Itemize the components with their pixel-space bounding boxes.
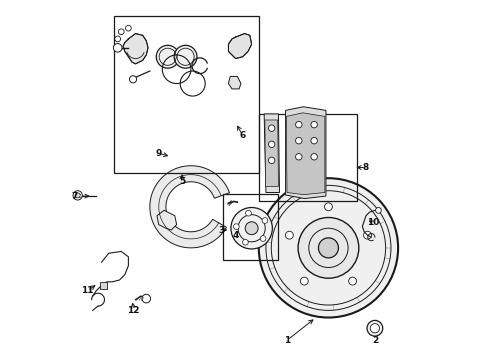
Circle shape — [262, 218, 267, 224]
Text: 6: 6 — [239, 131, 245, 140]
Circle shape — [310, 121, 317, 128]
Circle shape — [245, 210, 251, 216]
Circle shape — [258, 178, 397, 318]
Circle shape — [113, 44, 122, 52]
Circle shape — [129, 76, 136, 83]
Circle shape — [268, 157, 274, 163]
Circle shape — [174, 45, 197, 68]
Circle shape — [295, 154, 302, 160]
Circle shape — [298, 217, 358, 278]
Circle shape — [142, 294, 150, 303]
Circle shape — [244, 222, 258, 235]
Text: 7: 7 — [71, 192, 78, 201]
Circle shape — [363, 231, 371, 239]
Circle shape — [295, 138, 302, 144]
Text: 3: 3 — [218, 225, 224, 234]
Circle shape — [324, 203, 332, 211]
Text: 8: 8 — [362, 163, 368, 172]
Circle shape — [366, 320, 382, 336]
Polygon shape — [228, 76, 241, 89]
Text: 4: 4 — [232, 231, 238, 240]
Circle shape — [260, 236, 265, 241]
Polygon shape — [285, 113, 324, 195]
Circle shape — [242, 239, 248, 245]
Text: 1: 1 — [284, 336, 290, 345]
Text: 12: 12 — [127, 306, 140, 315]
Text: 9: 9 — [155, 149, 162, 158]
Bar — [258, 114, 356, 202]
Circle shape — [268, 141, 274, 148]
Circle shape — [125, 25, 131, 31]
Polygon shape — [228, 33, 251, 59]
Circle shape — [75, 193, 80, 198]
Text: 10: 10 — [366, 219, 379, 228]
Polygon shape — [157, 210, 176, 230]
Polygon shape — [123, 33, 148, 64]
Circle shape — [156, 45, 179, 68]
Text: 5: 5 — [179, 177, 185, 186]
Circle shape — [310, 154, 317, 160]
Bar — [223, 194, 278, 260]
Circle shape — [118, 29, 124, 35]
Circle shape — [233, 224, 239, 229]
Circle shape — [73, 191, 82, 200]
Circle shape — [285, 231, 293, 239]
Polygon shape — [264, 120, 278, 186]
Circle shape — [300, 277, 307, 285]
Circle shape — [310, 138, 317, 144]
Polygon shape — [149, 166, 229, 248]
Polygon shape — [100, 282, 107, 289]
Circle shape — [369, 324, 379, 333]
Circle shape — [318, 238, 338, 258]
Circle shape — [230, 207, 272, 249]
Text: 2: 2 — [371, 336, 377, 345]
Polygon shape — [285, 107, 325, 199]
Circle shape — [115, 36, 121, 42]
Polygon shape — [264, 114, 279, 193]
Bar — [114, 16, 258, 173]
Circle shape — [295, 121, 302, 128]
Circle shape — [348, 277, 356, 285]
Circle shape — [375, 207, 381, 213]
Circle shape — [268, 125, 274, 131]
Text: 11: 11 — [81, 286, 93, 295]
